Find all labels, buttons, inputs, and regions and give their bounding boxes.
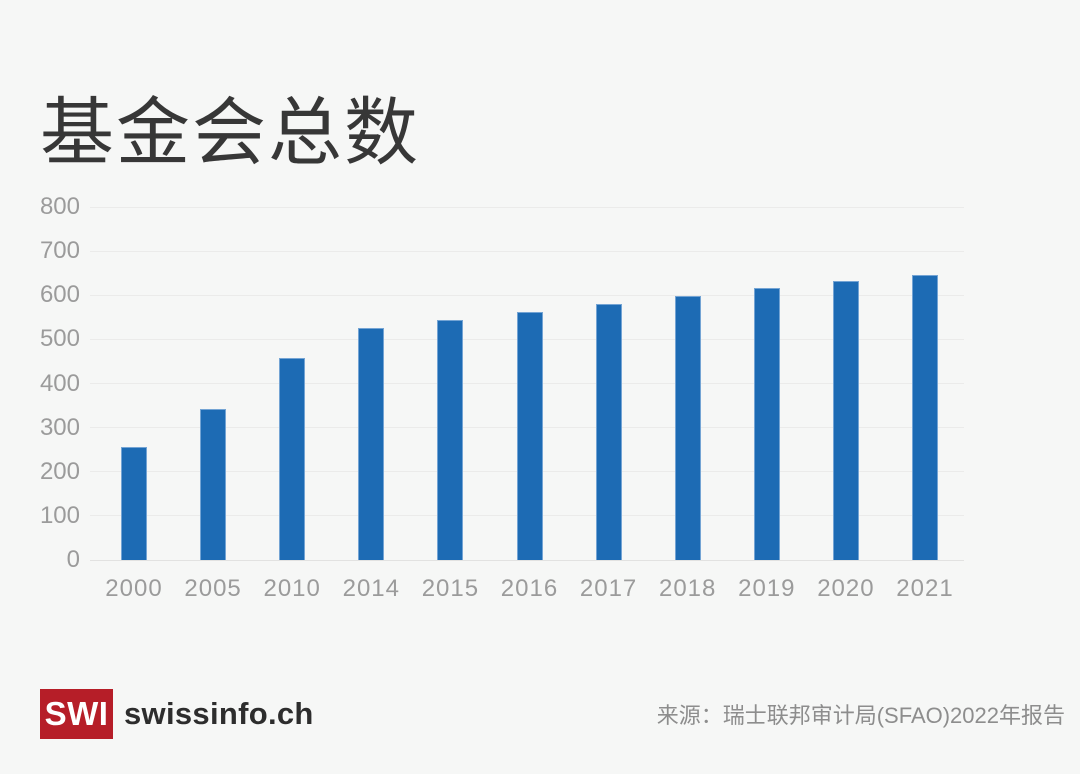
bar-2016 bbox=[516, 312, 543, 560]
bar-2014 bbox=[358, 328, 385, 560]
gridline-800 bbox=[90, 206, 964, 208]
bar-2000 bbox=[121, 446, 147, 560]
y-axis-tick-100: 100 bbox=[39, 501, 80, 529]
x-axis-tick-2010: 2010 bbox=[263, 575, 321, 602]
y-axis-tick-0: 0 bbox=[66, 546, 80, 573]
x-axis-tick-2014: 2014 bbox=[342, 575, 400, 602]
bar-2005 bbox=[200, 409, 227, 560]
swi-logo-text: SWI bbox=[44, 695, 109, 732]
y-axis-tick-600: 600 bbox=[39, 281, 80, 309]
y-axis-tick-800: 800 bbox=[39, 193, 80, 220]
y-axis-tick-200: 200 bbox=[39, 457, 80, 485]
x-axis-tick-2005: 2005 bbox=[184, 575, 242, 602]
x-axis-tick-2015: 2015 bbox=[421, 575, 480, 602]
gridline-700 bbox=[90, 250, 964, 252]
y-axis-tick-400: 400 bbox=[39, 369, 80, 397]
foundations-bar-chart: 0 100 200 300 400 500 600 700 800 2000 2005 2010 201… bbox=[0, 195, 1080, 607]
bar-2021 bbox=[912, 275, 938, 560]
source-attribution: 来源：瑞士联邦审计局(SFAO)2022年报告 bbox=[656, 703, 1065, 728]
brand-wordmark: swissinfo.ch bbox=[124, 696, 314, 731]
plot-area bbox=[90, 206, 964, 561]
page-title: 基金会总数 bbox=[40, 90, 420, 174]
x-axis-tick-2018: 2018 bbox=[658, 575, 717, 602]
bar-2019 bbox=[753, 287, 780, 560]
bar-2018 bbox=[674, 295, 701, 560]
x-axis-tick-2019: 2019 bbox=[738, 575, 796, 602]
y-axis-tick-700: 700 bbox=[39, 237, 80, 265]
x-axis-tick-2016: 2016 bbox=[500, 575, 559, 602]
x-axis-tick-2017: 2017 bbox=[579, 575, 638, 602]
x-axis-tick-2000: 2000 bbox=[105, 575, 163, 602]
x-axis-tick-2021: 2021 bbox=[896, 575, 954, 602]
footer: SWI swissinfo.ch 来源：瑞士联邦审计局(SFAO)2022年报告 bbox=[0, 689, 1080, 739]
x-axis-tick-2020: 2020 bbox=[817, 575, 875, 602]
gridline-600 bbox=[90, 294, 964, 296]
bar-2020 bbox=[832, 281, 859, 560]
bar-2015 bbox=[437, 320, 464, 560]
bar-2010 bbox=[279, 358, 306, 560]
gridline-0 bbox=[90, 559, 964, 561]
swi-logo: SWI bbox=[40, 689, 113, 739]
bar-2017 bbox=[595, 303, 622, 560]
y-axis-tick-500: 500 bbox=[39, 325, 80, 353]
y-axis-tick-300: 300 bbox=[39, 413, 80, 441]
